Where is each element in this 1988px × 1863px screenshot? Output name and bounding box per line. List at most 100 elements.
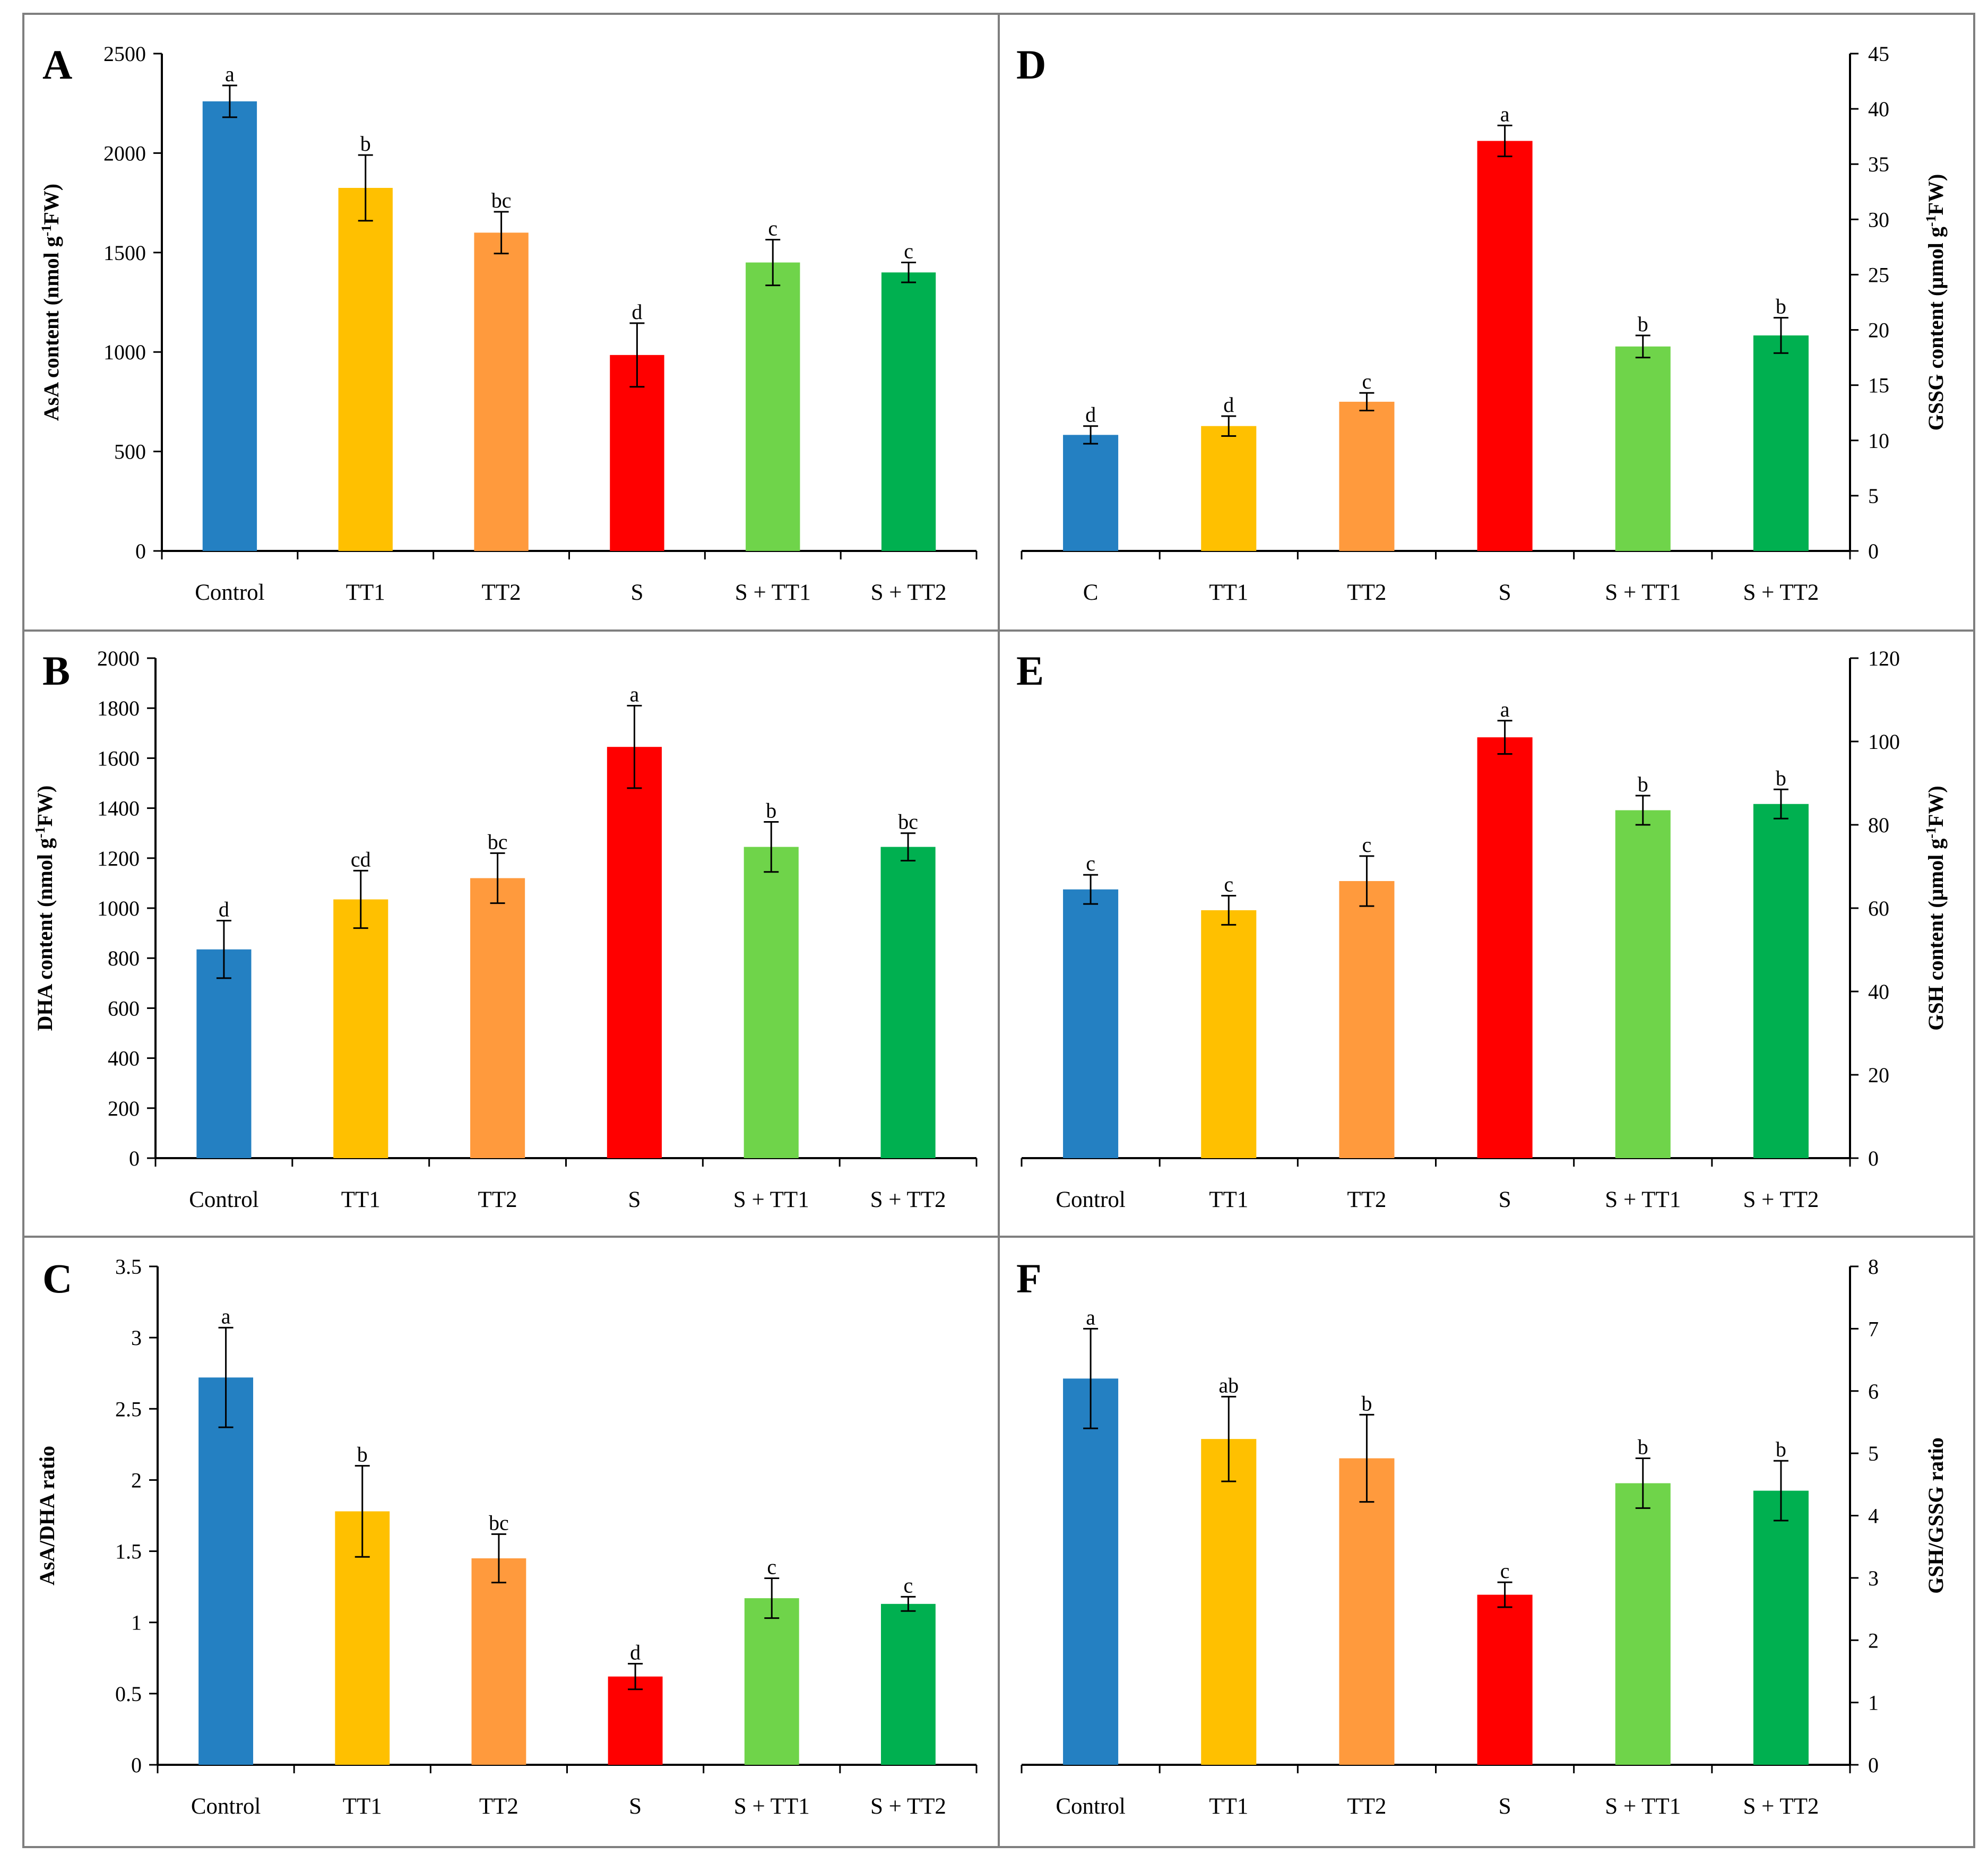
bar-4 bbox=[1477, 1594, 1533, 1765]
y-tick-label: 25 bbox=[1868, 263, 1889, 287]
significance-letter: ab bbox=[1218, 1373, 1239, 1397]
y-axis-title: AsA content (nmol g-1FW) bbox=[39, 184, 64, 421]
bar-1 bbox=[1063, 889, 1119, 1158]
bar-3 bbox=[470, 878, 525, 1158]
bar-4 bbox=[610, 355, 664, 551]
panel-d: D 0 5 10 15 20 25 30 35 40 45 GSSG content (µmol g-… bbox=[1016, 41, 1948, 605]
significance-letter: a bbox=[221, 1304, 231, 1328]
x-category-label: Control bbox=[191, 1794, 261, 1819]
bar-2 bbox=[1201, 426, 1257, 551]
y-tick-label: 1800 bbox=[97, 696, 140, 720]
bar-6 bbox=[880, 847, 936, 1158]
x-category-label: TT2 bbox=[1347, 1187, 1386, 1212]
bar-5 bbox=[744, 847, 799, 1158]
bar-3 bbox=[1339, 401, 1395, 551]
bar-5 bbox=[1615, 1483, 1671, 1765]
figure-frame bbox=[22, 13, 1975, 1848]
x-category-label: S + TT1 bbox=[1605, 1794, 1681, 1819]
x-category-label: TT1 bbox=[1209, 1794, 1248, 1819]
panel-label: C bbox=[42, 1255, 72, 1301]
significance-letter: a bbox=[1086, 1305, 1095, 1329]
y-tick-label: 15 bbox=[1868, 374, 1889, 398]
significance-letter: b bbox=[766, 799, 776, 823]
y-axis-title-part: GSH content (µmol g bbox=[1924, 839, 1948, 1031]
y-tick-label: 5 bbox=[1868, 484, 1879, 508]
y-tick-label: 20 bbox=[1868, 318, 1889, 342]
y-tick-label: 1600 bbox=[97, 746, 140, 770]
y-axis-title-part: -1 bbox=[39, 225, 54, 237]
x-category-label: S bbox=[1499, 1794, 1511, 1819]
significance-letter: a bbox=[630, 682, 639, 706]
x-category-label: Control bbox=[1056, 1794, 1125, 1819]
y-tick-label: 120 bbox=[1868, 646, 1900, 670]
y-axis-title-part: AsA content (nmol g bbox=[39, 236, 63, 421]
y-tick-label: 2000 bbox=[97, 646, 140, 670]
bar-1 bbox=[1063, 435, 1119, 551]
x-category-label: S + TT2 bbox=[1743, 1187, 1819, 1212]
y-tick-label: 0 bbox=[131, 1753, 142, 1777]
significance-letter: d bbox=[632, 300, 642, 324]
x-category-label: S + TT1 bbox=[733, 1187, 809, 1212]
y-axis-title: AsA/DHA ratio bbox=[35, 1446, 59, 1585]
significance-letter: cd bbox=[351, 847, 371, 871]
y-tick-label: 2000 bbox=[103, 141, 146, 165]
panel-label: B bbox=[42, 648, 70, 694]
y-tick-label: 20 bbox=[1868, 1063, 1889, 1087]
bar-2 bbox=[1201, 1439, 1257, 1765]
significance-letter: d bbox=[1085, 403, 1096, 427]
bar-2 bbox=[333, 899, 388, 1158]
y-tick-label: 2 bbox=[131, 1468, 142, 1492]
panel-a: A 0 500 1000 1500 2000 2500 AsA content (nmol g… bbox=[39, 41, 978, 605]
y-tick-label: 2500 bbox=[103, 42, 146, 66]
significance-letter: a bbox=[1500, 697, 1510, 721]
x-category-label: TT1 bbox=[346, 580, 385, 605]
significance-letter: c bbox=[1362, 369, 1372, 393]
x-category-label: TT1 bbox=[343, 1794, 382, 1819]
y-axis-title: GSSG content (µmol g-1FW) bbox=[1923, 174, 1948, 431]
y-tick-label: 0 bbox=[135, 539, 146, 563]
bar-1 bbox=[1063, 1378, 1119, 1765]
y-tick-label: 8 bbox=[1868, 1255, 1879, 1279]
significance-letter: a bbox=[225, 62, 235, 86]
y-tick-label: 400 bbox=[108, 1047, 140, 1071]
y-tick-label: 1000 bbox=[97, 896, 140, 920]
y-axis-title-part: FW) bbox=[1924, 174, 1948, 215]
y-tick-label: 3.5 bbox=[115, 1255, 142, 1279]
panel-label: D bbox=[1016, 41, 1046, 88]
y-tick-label: 500 bbox=[114, 440, 146, 464]
bar-2 bbox=[338, 187, 393, 551]
y-tick-label: 40 bbox=[1868, 980, 1889, 1004]
x-category-label: S + TT1 bbox=[735, 580, 811, 605]
significance-letter: bc bbox=[489, 1511, 509, 1534]
bar-4 bbox=[1477, 737, 1533, 1158]
y-tick-label: 1500 bbox=[103, 241, 146, 265]
y-tick-label: 3 bbox=[131, 1326, 142, 1350]
significance-letter: b bbox=[1776, 295, 1786, 318]
significance-letter: a bbox=[1500, 102, 1510, 126]
y-axis-title-part: FW) bbox=[33, 786, 57, 827]
y-tick-label: 7 bbox=[1868, 1317, 1879, 1341]
bar-2 bbox=[1201, 910, 1257, 1158]
bar-6 bbox=[1753, 804, 1809, 1158]
bar-3 bbox=[474, 232, 529, 551]
y-tick-label: 0 bbox=[1868, 1146, 1879, 1170]
y-axis-title-part: FW) bbox=[39, 184, 63, 225]
x-category-label: S bbox=[1499, 580, 1511, 605]
x-category-label: S bbox=[628, 1187, 641, 1212]
bar-6 bbox=[880, 1603, 936, 1765]
significance-letter: d bbox=[630, 1641, 641, 1664]
y-tick-label: 30 bbox=[1868, 208, 1889, 231]
y-tick-label: 2.5 bbox=[115, 1397, 142, 1421]
significance-letter: c bbox=[1224, 872, 1233, 896]
significance-letter: b bbox=[357, 1443, 368, 1467]
y-tick-label: 1 bbox=[1868, 1691, 1879, 1715]
x-category-label: S bbox=[1499, 1187, 1511, 1212]
x-category-label: TT2 bbox=[1347, 1794, 1386, 1819]
x-category-label: Control bbox=[195, 580, 264, 605]
bar-6 bbox=[1753, 335, 1809, 551]
x-category-label: S + TT2 bbox=[1743, 580, 1819, 605]
y-axis-title-part: DHA content (nmol g bbox=[33, 838, 57, 1031]
y-tick-label: 3 bbox=[1868, 1566, 1879, 1590]
x-category-label: S bbox=[630, 580, 643, 605]
